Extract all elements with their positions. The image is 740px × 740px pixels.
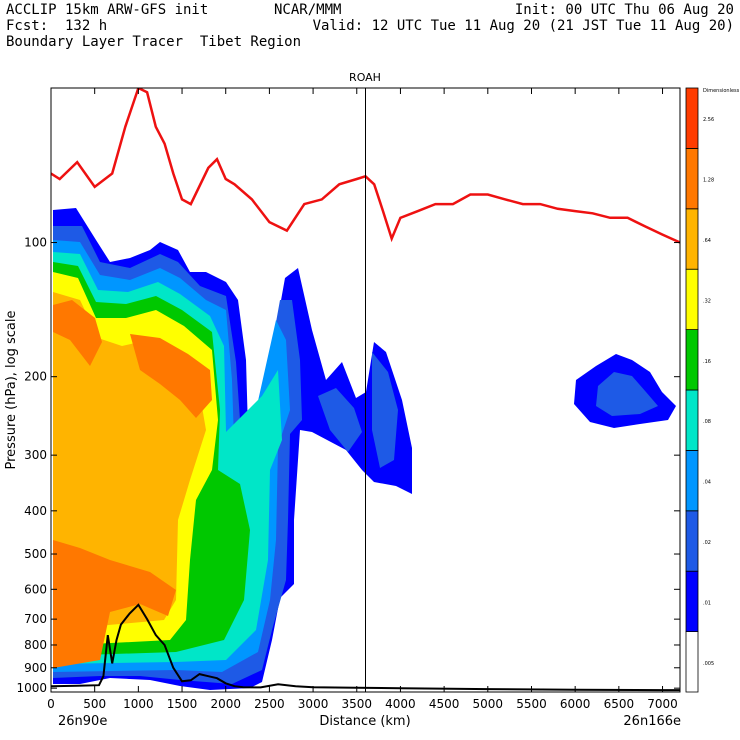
y-tick-label: 400 [24,504,47,518]
tropopause-line [51,88,680,244]
colorbar-swatch [685,87,699,149]
x-tick-label: 5000 [473,697,504,711]
header-left-1: ACCLIP 15km ARW-GFS init [6,2,209,18]
y-tick-label: 1000 [16,681,47,695]
x-end-label: 26n166e [623,714,681,729]
tracer-contour [372,352,398,468]
x-tick-label: 7000 [647,697,678,711]
colorbar-swatch [685,449,699,512]
header-left-3: Boundary Layer Tracer Tibet Region [6,34,302,50]
tracer-field [53,208,676,690]
terrain-line [51,603,680,692]
tracer-contour [53,300,102,366]
header-center: NCAR/MMM [274,2,342,18]
colorbar-swatch [685,329,699,391]
x-tick-label: 4500 [429,697,460,711]
x-tick-label: 4000 [385,697,416,711]
x-tick-label: 6500 [604,697,635,711]
header-right-2: Valid: 12 UTC Tue 11 Aug 20 (21 JST Tue … [312,18,734,34]
colorbar-label: 1.28 [703,178,714,184]
colorbar-label: .005 [703,661,714,667]
x-tick-label: 6000 [560,697,591,711]
x-tick-label: 1500 [167,697,198,711]
x-tick-label: 3500 [341,697,372,711]
colorbar-swatch [685,147,699,210]
colorbar-label: 2.56 [703,117,714,123]
colorbar-label: .64 [703,238,711,244]
x-axis-label: Distance (km) [319,714,410,729]
colorbar-label: .16 [703,359,711,365]
tracer-contour [130,334,212,418]
tracer-contour [596,372,658,416]
colorbar-swatch [685,268,699,331]
tracer-contour [318,388,362,452]
colorbar-swatch [685,389,699,451]
x-tick-label: 500 [83,697,106,711]
y-tick-label: 900 [24,661,47,675]
x-tick-label: 2000 [210,697,241,711]
y-tick-label: 600 [24,582,47,596]
colorbar: .005 .01 .02 .04 .08 .16 .32 .64 1.28 2.56 Dimensi… [685,87,740,693]
x-tick-label: 5500 [516,697,547,711]
y-tick-label: 800 [24,638,47,652]
x-tick-label: 1000 [123,697,154,711]
colorbar-label: .04 [703,480,711,486]
x-tick-label: 2500 [254,697,285,711]
colorbar-label: .08 [703,419,711,425]
colorbar-swatch [685,570,699,633]
colorbar-label: .01 [703,600,711,606]
colorbar-swatch [685,208,699,270]
y-tick-label: 200 [24,370,47,384]
x-start-label: 26n90e [58,714,107,729]
chart-title: ROAH [349,71,381,84]
y-tick-label: 700 [24,612,47,626]
y-tick-label: 300 [24,448,47,462]
colorbar-swatch [685,510,699,572]
colorbar-label: .02 [703,540,711,546]
x-tick-label: 3000 [298,697,329,711]
x-tick-label: 0 [47,697,55,711]
header-right-1: Init: 00 UTC Thu 06 Aug 20 [514,2,734,18]
colorbar-label: Dimensionless [703,88,740,94]
tracer-contour [53,540,176,668]
colorbar-label: .32 [703,298,711,304]
colorbar-swatch [685,631,699,693]
y-tick-label: 500 [24,547,47,561]
header-left-2: Fcst: 132 h [6,18,108,34]
y-tick-label: 100 [24,236,47,250]
plot-frame [50,87,681,693]
y-axis-label: Pressure (hPa), log scale [4,311,19,470]
